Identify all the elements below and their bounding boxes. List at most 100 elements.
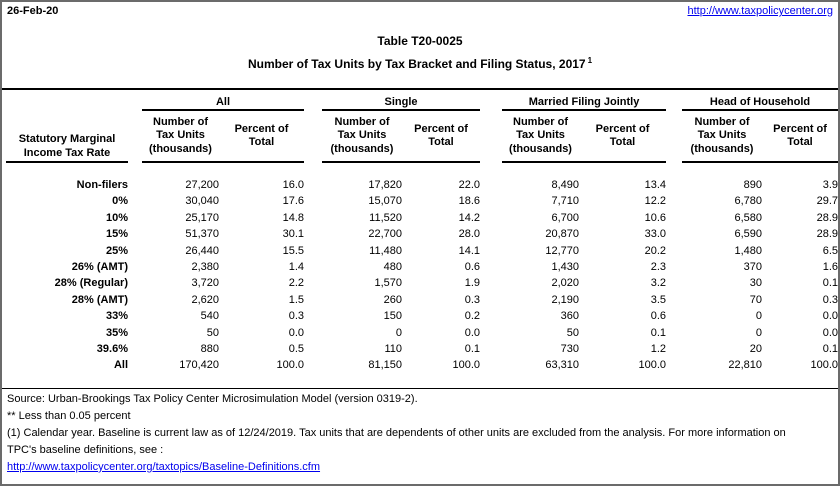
spacer [128, 177, 142, 193]
cell-mfj-number: 20,870 [545, 228, 580, 241]
spacer [304, 341, 322, 357]
cell-single-number: 11,520 [369, 211, 402, 224]
table-row: Non-filers 27,200 16.0 17,820 22.0 8,490… [6, 177, 838, 193]
row-label: 10% [105, 211, 128, 224]
spacer [128, 259, 142, 275]
cell-single-number: 17,820 [368, 179, 402, 191]
cell-all-number: 50 [206, 326, 219, 339]
cell-single-percent: 0.3 [464, 293, 481, 306]
cell-all-percent: 0.0 [288, 326, 304, 339]
cell-mfj-percent: 12.2 [644, 195, 667, 208]
spacer [666, 308, 682, 324]
cell-mfj-percent: 0.1 [650, 326, 667, 339]
spacer [128, 243, 142, 259]
col-header-number-single: Number of Tax Units (thousands) [322, 110, 402, 163]
cell-single-number: 260 [383, 293, 402, 306]
row-label: Non-filers [76, 179, 128, 191]
spacer [480, 292, 502, 308]
cell-single-percent: 0.2 [464, 310, 481, 323]
cell-all-number: 540 [200, 310, 219, 323]
col-header-percent-all: Percent of Total [219, 110, 304, 163]
cell-mfj-number: 2,020 [551, 277, 580, 290]
spacer [480, 193, 502, 209]
cell-hoh-number: 30 [749, 277, 763, 290]
spacer [128, 292, 142, 308]
group-header-row: Statutory Marginal Income Tax Rate All S… [6, 90, 838, 163]
spacer [128, 341, 142, 357]
table-row: 28% (Regular) 3,720 2.2 1,570 1.9 2,020 … [6, 275, 838, 291]
table-number-title: Table T20-0025 [377, 34, 463, 48]
spacer [304, 357, 322, 373]
cell-mfj-number: 1,430 [551, 261, 580, 274]
cell-hoh-percent: 0.0 [822, 326, 839, 339]
spacer [666, 193, 682, 209]
spacer [480, 259, 502, 275]
spacer [304, 210, 322, 226]
spacer [480, 243, 502, 259]
spacer [666, 259, 682, 275]
cell-mfj-percent: 13.4 [644, 179, 667, 191]
cell-mfj-number: 6,700 [551, 211, 580, 224]
cell-mfj-number: 7,710 [551, 195, 580, 208]
spacer [666, 292, 682, 308]
row-label: 33% [105, 310, 128, 323]
header-body-gap [6, 162, 838, 177]
cell-mfj-percent: 10.6 [644, 211, 667, 224]
row-label: All [113, 359, 128, 372]
col-header-number-mfj: Number of Tax Units (thousands) [502, 110, 580, 163]
spacer [304, 177, 322, 193]
cell-all-number: 25,170 [185, 211, 219, 224]
cell-hoh-number: 70 [749, 293, 763, 306]
cell-mfj-number: 63,310 [545, 359, 580, 372]
spacer [304, 110, 322, 162]
cell-hoh-percent: 0.0 [822, 310, 839, 323]
cell-hoh-percent: 28.9 [816, 228, 839, 241]
cell-single-percent: 22.0 [458, 179, 481, 191]
cell-hoh-number: 890 [743, 179, 763, 191]
cell-all-number: 51,370 [185, 228, 219, 241]
cell-single-number: 110 [384, 343, 402, 356]
cell-hoh-percent: 0.3 [822, 293, 839, 306]
group-header-head-of-household: Head of Household [682, 90, 838, 111]
table-top-rule [2, 88, 838, 90]
column-header-row: Number of Tax Units (thousands) Percent … [6, 110, 838, 163]
cell-all-percent: 14.8 [282, 211, 304, 224]
footnote-1: (1) Calendar year. Baseline is current l… [7, 426, 786, 456]
cell-single-number: 22,700 [368, 228, 402, 241]
tax-units-table: Statutory Marginal Income Tax Rate All S… [6, 90, 838, 374]
cell-mfj-percent: 33.0 [644, 228, 667, 241]
cell-hoh-number: 370 [743, 261, 763, 274]
spacer [480, 226, 502, 242]
cell-hoh-percent: 0.1 [822, 277, 839, 290]
spacer [666, 341, 682, 357]
cell-mfj-number: 12,770 [545, 244, 580, 257]
cell-single-percent: 14.1 [458, 244, 481, 257]
cell-mfj-percent: 1.2 [650, 343, 667, 356]
cell-all-number: 30,040 [185, 195, 219, 208]
spacer [304, 308, 322, 324]
spacer [304, 275, 322, 291]
less-than-note: ** Less than 0.05 percent [7, 409, 131, 422]
baseline-definitions-link[interactable]: http://www.taxpolicycenter.org/taxtopics… [7, 460, 321, 473]
spacer [128, 110, 142, 162]
cell-hoh-number: 6,580 [734, 211, 763, 224]
spacer [666, 110, 682, 162]
spacer [304, 243, 322, 259]
cell-single-percent: 100.0 [452, 359, 481, 372]
spacer [304, 292, 322, 308]
cell-hoh-percent: 0.1 [822, 343, 839, 356]
spacer [128, 210, 142, 226]
cell-single-number: 480 [383, 261, 402, 274]
cell-mfj-number: 2,190 [551, 293, 580, 306]
taxpolicycenter-link[interactable]: http://www.taxpolicycenter.org [687, 5, 833, 17]
cell-mfj-number: 8,490 [551, 179, 580, 191]
table-row: 25% 26,440 15.5 11,480 14.1 12,770 20.2 … [6, 243, 838, 259]
col-header-percent-hoh: Percent of Total [762, 110, 838, 163]
cell-hoh-number: 0 [755, 310, 763, 323]
cell-single-percent: 0.6 [464, 261, 481, 274]
cell-all-percent: 15.5 [282, 244, 304, 257]
spacer [480, 357, 502, 373]
stub-header: Statutory Marginal Income Tax Rate [6, 90, 128, 163]
cell-single-number: 15,070 [368, 195, 402, 208]
spacer [304, 193, 322, 209]
